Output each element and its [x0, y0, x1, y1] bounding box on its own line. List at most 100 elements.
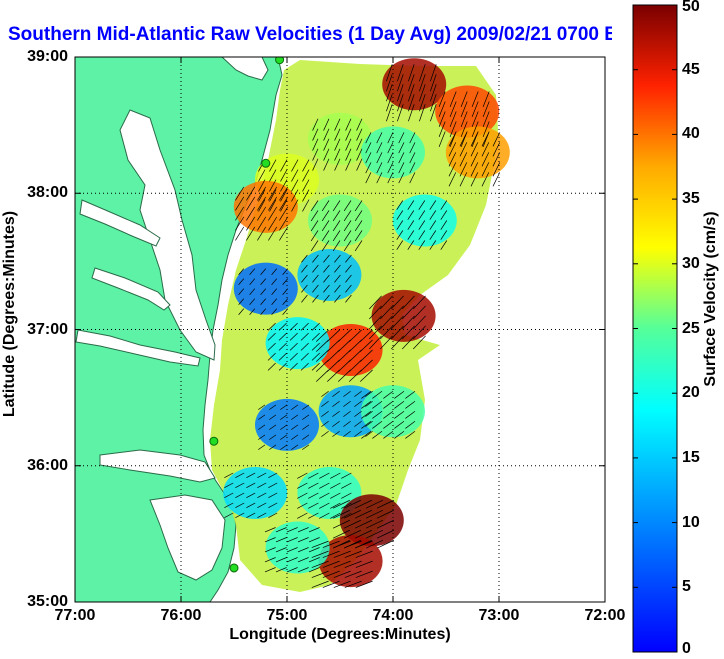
colorbar-tick-label: 5 [682, 578, 691, 596]
velocity-arrow [271, 288, 278, 295]
velocity-arrow [471, 121, 479, 137]
velocity-arrow [492, 172, 501, 187]
velocity-arrow [369, 315, 382, 330]
velocity-arrow [332, 519, 350, 529]
velocity-arrow [332, 499, 350, 509]
velocity-arrow [397, 94, 404, 112]
velocity-arrow [315, 349, 329, 362]
velocity-arrow [311, 352, 320, 361]
velocity-arrow [257, 226, 267, 241]
colorbar-tick-label: 25 [682, 319, 700, 337]
velocity-arrow [387, 142, 394, 154]
velocity-arrow [482, 121, 490, 137]
x-tick-label: 75:00 [266, 607, 308, 624]
velocity-arrow [341, 492, 352, 499]
velocity-arrow [438, 111, 446, 127]
velocity-arrow [238, 308, 245, 315]
plot-title: Southern Mid-Atlantic Raw Velocities (1 … [8, 24, 642, 45]
velocity-arrow [308, 527, 320, 533]
velocity-arrow [343, 519, 361, 529]
velocity-arrow [380, 305, 393, 320]
velocity-arrow [291, 424, 299, 430]
velocity-arrow [405, 420, 416, 429]
velocity-arrow [312, 294, 319, 303]
velocity-arrow [429, 240, 437, 250]
velocity-arrow [343, 410, 351, 417]
velocity-arrow [326, 349, 340, 362]
velocity-arrow [291, 159, 299, 172]
x-tick-label: 74:00 [372, 607, 414, 624]
velocity-arrow [312, 118, 319, 131]
velocity-arrow [359, 349, 373, 362]
velocity-arrow [354, 410, 362, 417]
velocity-arrow [302, 424, 310, 430]
velocity-arrow [302, 169, 310, 182]
velocity-arrow [482, 111, 490, 127]
velocity-arrow [321, 210, 330, 222]
velocity-arrow [380, 325, 393, 340]
velocity-arrow [321, 430, 329, 437]
colorbar-tick-label: 40 [682, 125, 700, 143]
velocity-arrow [356, 128, 363, 141]
velocity-arrow [257, 196, 267, 211]
velocity-arrow [319, 512, 330, 519]
velocity-arrow [323, 128, 330, 141]
velocity-arrow [471, 111, 479, 127]
velocity-arrow [394, 430, 405, 439]
velocity-arrow [376, 152, 383, 164]
y-tick-label: 35:00 [27, 593, 68, 610]
velocity-arrow [337, 349, 351, 362]
velocity-arrow [394, 410, 405, 419]
colorbar-tick-label: 0 [682, 640, 691, 657]
velocity-arrow [343, 240, 352, 252]
velocity-arrow [383, 400, 394, 409]
velocity-arrow [402, 335, 415, 350]
velocity-arrow [311, 560, 329, 568]
velocity-arrow [459, 142, 468, 157]
velocity-arrow [448, 152, 457, 167]
velocity-arrow [430, 94, 437, 112]
velocity-arrow [278, 342, 287, 351]
velocity-arrow [235, 196, 245, 211]
velocity-arrow [413, 325, 426, 340]
velocity-arrow [312, 254, 319, 263]
velocity-arrow [308, 567, 320, 573]
velocity-arrow [308, 557, 320, 563]
velocity-arrow [380, 315, 393, 330]
velocity-arrow [332, 220, 341, 232]
velocity-arrow [448, 142, 457, 157]
velocity-arrow [269, 424, 277, 430]
velocity-arrow [301, 264, 308, 273]
velocity-arrow [258, 199, 266, 212]
velocity-arrow [315, 329, 329, 342]
velocity-arrow [246, 502, 256, 509]
velocity-arrow [408, 64, 415, 82]
velocity-arrow [408, 84, 415, 102]
velocity-arrow [354, 430, 362, 437]
velocity-arrow [264, 557, 276, 563]
velocity-arrow [372, 390, 383, 399]
velocity-arrow [334, 274, 341, 283]
velocity-arrow [365, 400, 373, 407]
velocity-arrow [268, 206, 278, 221]
velocity-arrow [258, 404, 266, 410]
velocity-arrow [332, 430, 340, 437]
velocity-arrow [398, 142, 405, 154]
velocity-arrow [312, 284, 319, 293]
velocity-arrow [224, 502, 234, 509]
velocity-arrow [460, 111, 468, 127]
velocity-arrow [312, 274, 319, 283]
velocity-arrow [470, 152, 479, 167]
velocity-arrow [365, 162, 372, 174]
velocity-arrow [280, 434, 288, 440]
velocity-arrow [440, 240, 448, 250]
velocity-arrow [354, 400, 362, 407]
velocity-arrow [355, 550, 373, 558]
velocity-arrow [268, 502, 278, 509]
velocity-arrow [440, 220, 448, 230]
velocity-arrow [235, 492, 245, 499]
y-tick-label: 36:00 [27, 456, 68, 474]
velocity-arrow [321, 410, 329, 417]
velocity-arrow [334, 148, 341, 161]
velocity-arrow [334, 138, 341, 151]
